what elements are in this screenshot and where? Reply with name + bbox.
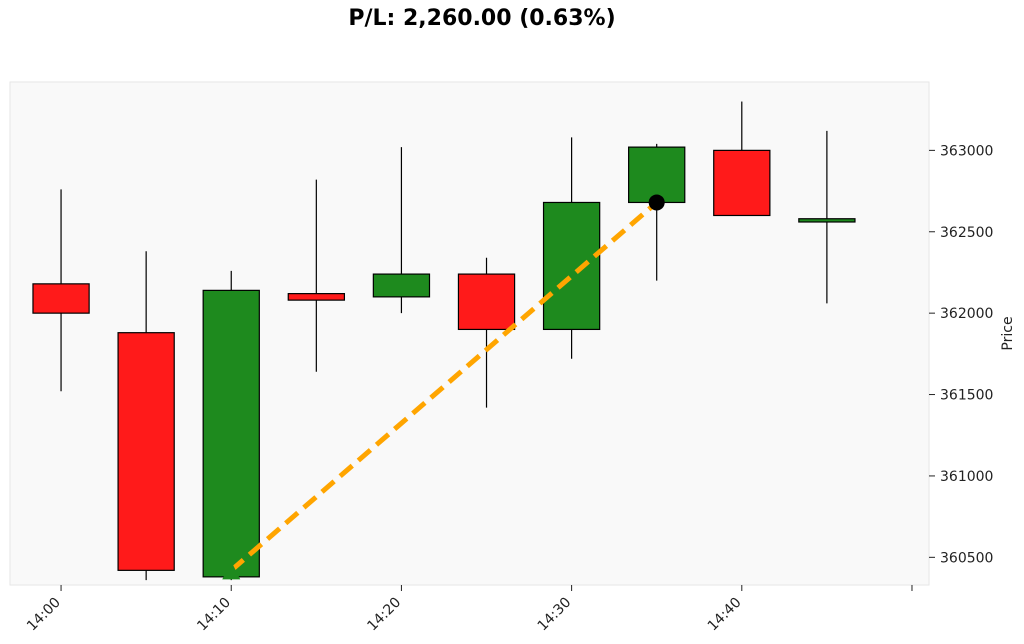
x-tick-label: 14:00	[24, 595, 64, 635]
candle	[32, 189, 90, 392]
candle-body-up	[202, 289, 260, 578]
candle	[798, 130, 856, 304]
y-tick-label: 362000	[940, 306, 993, 322]
trade-line	[229, 200, 659, 573]
candle-body-up	[798, 218, 856, 223]
y-tick-label: 361000	[940, 469, 993, 485]
x-tick-label: 14:10	[194, 595, 234, 635]
entry-marker	[222, 561, 241, 580]
candle-body-up	[628, 146, 686, 204]
y-axis: 360500 361000 361500 362000 362500 363000	[929, 143, 993, 566]
candles	[32, 101, 856, 581]
y-tick-label: 361500	[940, 388, 993, 404]
candle	[628, 143, 686, 281]
x-tick-label: 14:20	[364, 595, 404, 635]
candle	[287, 179, 346, 372]
candle	[457, 257, 516, 408]
trade-overlay	[222, 194, 665, 580]
candle-body-down	[32, 283, 90, 314]
chart-title: P/L: 2,260.00 (0.63%)	[348, 6, 616, 31]
candle	[202, 270, 260, 581]
candle	[117, 251, 175, 581]
candle-body-up	[542, 201, 601, 331]
x-tick-label: 14:40	[705, 595, 745, 635]
y-tick-label: 362500	[940, 225, 993, 241]
y-axis-title: Price	[1000, 316, 1016, 350]
candle-body-down	[117, 332, 175, 571]
x-axis: 14:00 14:10 14:20 14:30 14:40	[24, 585, 913, 635]
exit-marker	[648, 194, 665, 211]
candle-body-down	[457, 273, 516, 331]
candle	[542, 137, 601, 359]
candle-body-down	[287, 293, 346, 301]
y-tick-label: 360500	[940, 550, 993, 566]
candle-body-up	[372, 273, 431, 298]
candle	[713, 101, 771, 217]
candle	[372, 147, 431, 314]
y-tick-label: 363000	[940, 143, 993, 159]
candle-body-down	[713, 149, 771, 217]
x-tick-label: 14:30	[535, 595, 575, 635]
